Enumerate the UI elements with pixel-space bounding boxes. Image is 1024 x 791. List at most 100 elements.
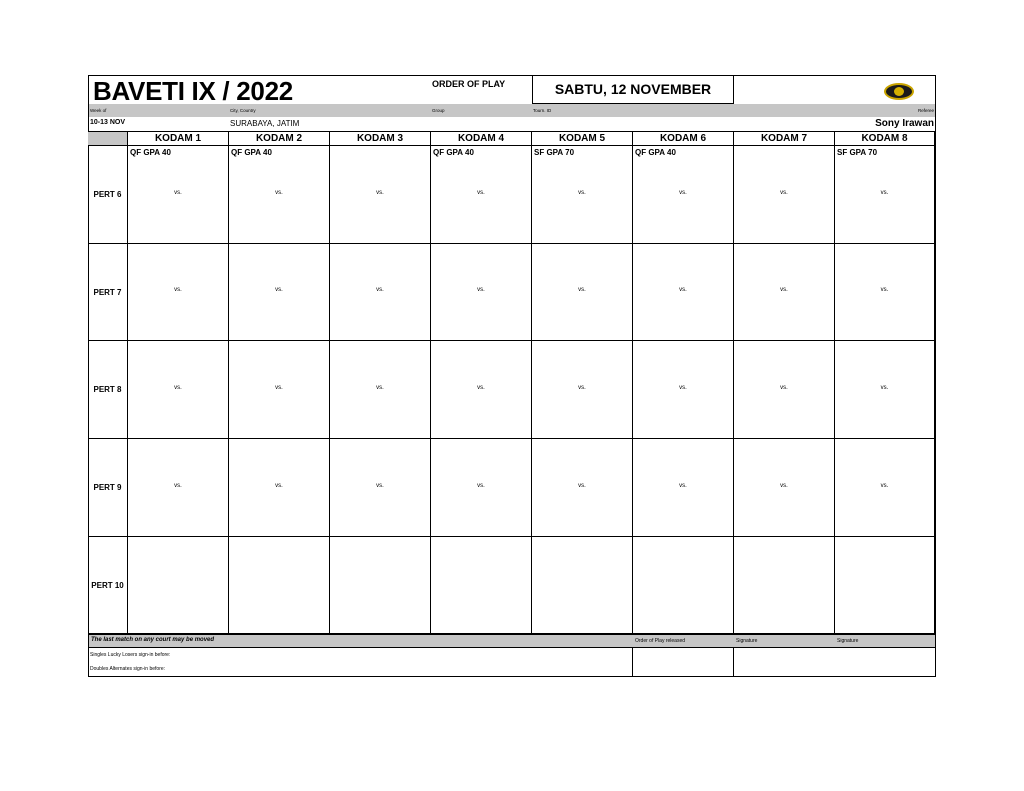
match-cell: [532, 537, 633, 634]
match-cell: [734, 537, 835, 634]
event-label: [330, 537, 430, 539]
event-label: QF GPA 40: [635, 148, 676, 157]
event-label: [431, 537, 531, 539]
match-cell: vs.: [734, 439, 835, 537]
match-cell: vs.: [330, 244, 431, 341]
match-cell: vs.: [431, 439, 532, 537]
event-label: [532, 341, 632, 343]
vs-label: vs.: [275, 384, 283, 391]
logo-icon: [884, 83, 914, 100]
vs-label: vs.: [174, 384, 182, 391]
event-label: [128, 244, 228, 246]
court-header: KODAM 1: [128, 131, 229, 146]
event-label: [835, 244, 934, 246]
order-of-play-label: ORDER OF PLAY: [432, 79, 506, 89]
event-label: [330, 146, 430, 148]
round-label: PERT 10: [88, 537, 128, 634]
city-value: SURABAYA, JATIM: [230, 119, 300, 128]
match-cell: QF GPA 40 vs.: [431, 146, 532, 244]
match-cell: [128, 537, 229, 634]
event-label: [532, 244, 632, 246]
footer-band: [89, 634, 935, 648]
event-label: QF GPA 40: [231, 148, 272, 157]
event-label: [734, 537, 834, 539]
tourn-id-label: Tourn. ID: [533, 108, 552, 113]
match-cell: vs.: [633, 341, 734, 439]
match-cell: vs.: [532, 244, 633, 341]
match-cell: vs.: [734, 341, 835, 439]
info-band: [89, 104, 935, 117]
match-cell: QF GPA 40 vs.: [128, 146, 229, 244]
match-cell: vs.: [532, 341, 633, 439]
order-of-play-sheet: [88, 75, 936, 677]
signature-label: Signature: [837, 638, 859, 644]
match-cell: vs.: [431, 244, 532, 341]
tournament-title: BAVETI IX / 2022: [93, 76, 293, 106]
event-label: [633, 244, 733, 246]
event-label: [330, 244, 430, 246]
play-date: SABTU, 12 NOVEMBER: [532, 75, 734, 104]
event-label: [330, 341, 430, 343]
event-label: [835, 537, 934, 539]
vs-label: vs.: [578, 384, 586, 391]
event-label: QF GPA 40: [130, 148, 171, 157]
vs-label: vs.: [174, 482, 182, 489]
referee-value: Sony Irawan: [875, 118, 934, 129]
vs-label: vs.: [376, 482, 384, 489]
match-cell: vs.: [734, 146, 835, 244]
event-label: SF GPA 70: [837, 148, 878, 157]
footer-note: The last match on any court may be moved: [91, 637, 215, 643]
vs-label: vs.: [477, 189, 485, 196]
match-cell: [330, 537, 431, 634]
match-cell: vs.: [431, 341, 532, 439]
match-cell: vs.: [128, 439, 229, 537]
singles-sign-in: Singles Lucky Losers sign-in before:: [90, 652, 171, 658]
vs-label: vs.: [780, 189, 788, 196]
match-cell: [633, 537, 734, 634]
event-label: [229, 537, 329, 539]
court-header: KODAM 4: [431, 131, 532, 146]
header-corner: [88, 131, 128, 146]
event-label: [734, 244, 834, 246]
event-label: [633, 341, 733, 343]
vs-label: vs.: [376, 384, 384, 391]
round-label: PERT 7: [88, 244, 128, 341]
divider: [733, 648, 734, 676]
week-of-label: Week of: [90, 108, 107, 113]
event-label: [229, 341, 329, 343]
court-header: KODAM 5: [532, 131, 633, 146]
signature-label: Signature: [736, 638, 758, 644]
event-label: [128, 537, 228, 539]
event-label: [431, 439, 531, 441]
vs-label: vs.: [477, 287, 485, 294]
event-label: [532, 439, 632, 441]
vs-label: vs.: [780, 482, 788, 489]
match-cell: vs.: [229, 244, 330, 341]
match-cell: vs.: [330, 341, 431, 439]
vs-label: vs.: [679, 189, 687, 196]
divider: [733, 75, 734, 104]
vs-label: vs.: [679, 482, 687, 489]
event-label: [734, 439, 834, 441]
divider: [632, 648, 633, 676]
vs-label: vs.: [679, 287, 687, 294]
event-label: SF GPA 70: [534, 148, 575, 157]
match-cell: vs.: [330, 439, 431, 537]
match-cell: QF GPA 40 vs.: [633, 146, 734, 244]
vs-label: vs.: [880, 482, 889, 489]
court-header: KODAM 2: [229, 131, 330, 146]
match-cell: vs.: [633, 244, 734, 341]
match-cell: vs.: [835, 341, 935, 439]
match-cell: vs.: [128, 244, 229, 341]
event-label: [633, 439, 733, 441]
event-label: [229, 244, 329, 246]
match-cell: vs.: [633, 439, 734, 537]
court-header: KODAM 7: [734, 131, 835, 146]
match-cell: vs.: [835, 439, 935, 537]
vs-label: vs.: [780, 384, 788, 391]
event-label: [633, 537, 733, 539]
vs-label: vs.: [174, 287, 182, 294]
round-label: PERT 8: [88, 341, 128, 439]
event-label: [431, 244, 531, 246]
match-cell: vs.: [532, 439, 633, 537]
